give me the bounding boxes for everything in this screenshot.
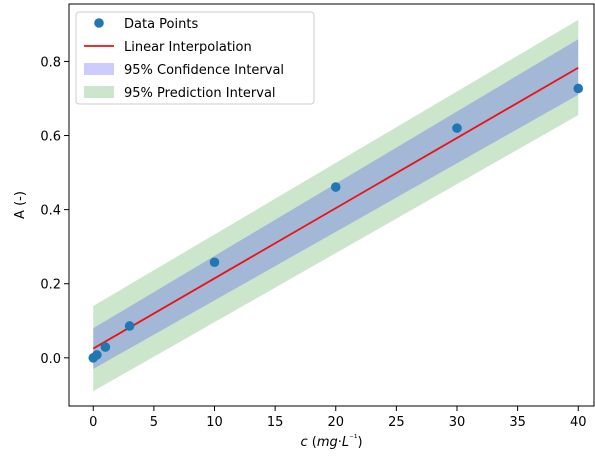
x-tick-label: 0 — [89, 415, 97, 430]
y-tick-label: 0.0 — [40, 352, 61, 367]
y-tick-label: 0.8 — [40, 55, 61, 70]
x-tick-label: 20 — [327, 415, 344, 430]
x-tick-label: 25 — [388, 415, 405, 430]
legend-label: Data Points — [124, 17, 198, 32]
x-tick-label: 15 — [267, 415, 284, 430]
legend-box — [75, 11, 315, 105]
prediction-interval-band — [93, 19, 579, 392]
data-point — [100, 342, 111, 352]
data-point — [124, 321, 135, 331]
y-axis-label: A (-) — [13, 191, 28, 219]
y-tick-label: 0.2 — [40, 278, 61, 293]
confidence-interval-band — [93, 39, 579, 369]
plot-area — [88, 19, 584, 392]
x-tick-label: 10 — [206, 415, 223, 430]
data-point — [330, 182, 341, 192]
legend-patch-icon — [84, 63, 114, 75]
axes: 0 5 10 15 20 25 30 35 40 0.0 0.2 0.4 0.6 0.8 — [40, 3, 595, 430]
legend-label: 95% Confidence Interval — [124, 63, 284, 78]
data-point — [209, 257, 220, 268]
x-tick-label: 35 — [509, 415, 526, 430]
data-point — [573, 83, 584, 94]
fit-line — [92, 66, 579, 350]
x-tick-label: 5 — [150, 415, 158, 430]
y-tick-label: 0.4 — [40, 204, 61, 219]
x-tick-label: 40 — [570, 415, 587, 430]
plot-frame — [68, 3, 595, 407]
legend-label: 95% Prediction Interval — [124, 86, 276, 101]
legend-patch-icon — [84, 86, 114, 98]
y-tick-label: 0.6 — [40, 130, 61, 145]
legend-marker-icon — [94, 18, 104, 28]
legend-label: Linear Interpolation — [124, 40, 252, 55]
x-tick-label: 30 — [449, 415, 466, 430]
data-point — [92, 350, 102, 360]
data-point — [452, 123, 462, 133]
legend: Data Points Linear Interpolation 95% Confi… — [75, 11, 315, 105]
x-axis-label: c (mg·L⁻¹) — [300, 434, 362, 450]
